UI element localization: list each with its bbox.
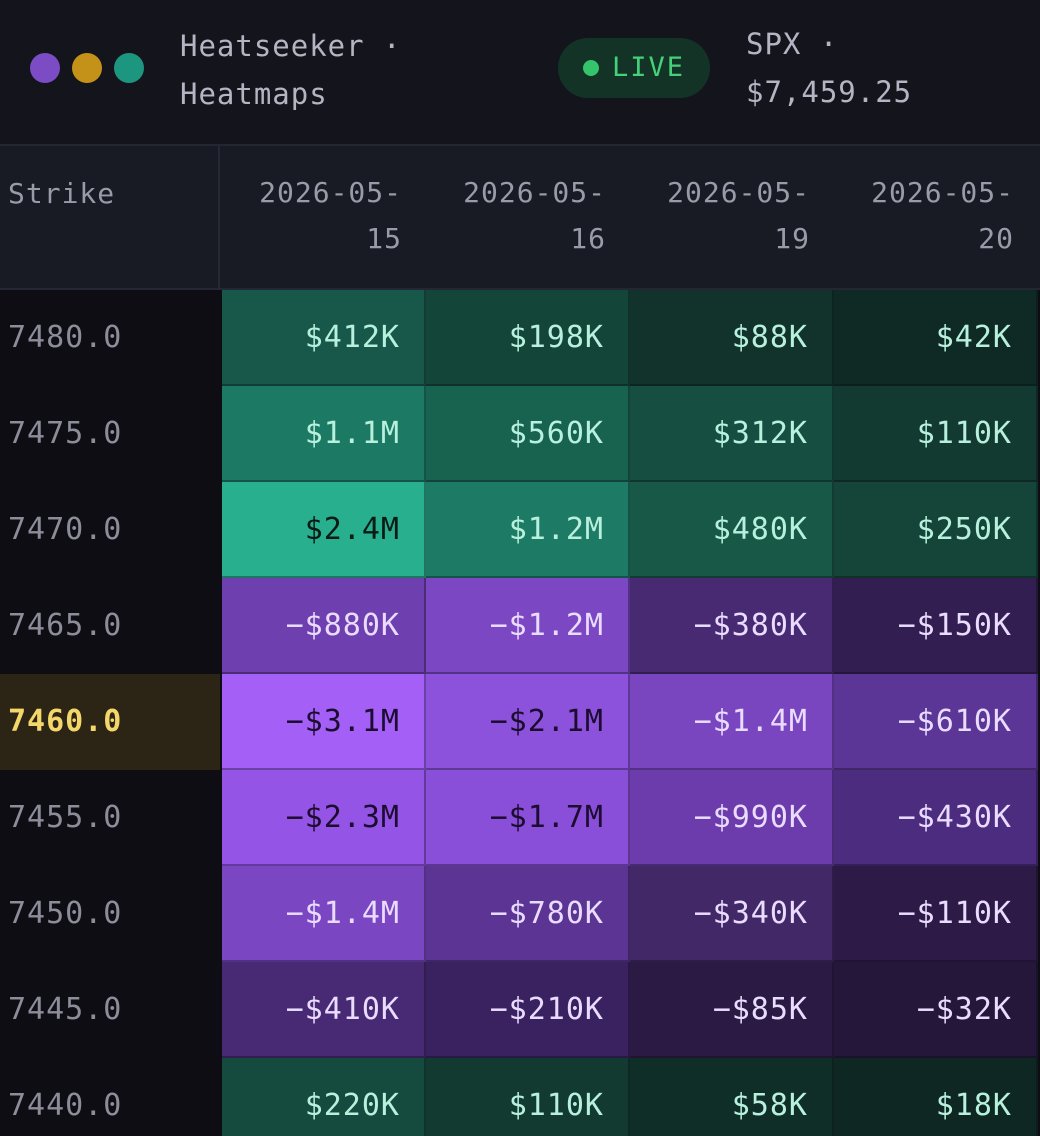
heatmap-cell[interactable]: $110K xyxy=(834,386,1038,482)
expiry-date-line1: 2026-05- xyxy=(259,176,402,209)
heatmap-cell[interactable]: −$150K xyxy=(834,578,1038,674)
table-column-header: Strike 2026-05- 15 2026-05- 16 2026-05- 19 202… xyxy=(0,146,1040,290)
expiry-column-header[interactable]: 2026-05- 20 xyxy=(834,170,1038,262)
heatmap-cell[interactable]: −$2.3M xyxy=(222,770,426,866)
table-row: 7450.0 −$1.4M −$780K −$340K −$110K xyxy=(0,866,1040,962)
strike-cell: 7465.0 xyxy=(0,578,220,674)
strike-cell: 7480.0 xyxy=(0,290,220,386)
heatmap-cell[interactable]: −$1.4M xyxy=(630,674,834,770)
heatmap-cell[interactable]: −$1.4M xyxy=(222,866,426,962)
expiry-date-line1: 2026-05- xyxy=(871,176,1014,209)
expiry-date-line2: 15 xyxy=(366,222,402,255)
heatmap-cell[interactable]: $412K xyxy=(222,290,426,386)
heatmap-cell[interactable]: $220K xyxy=(222,1058,426,1136)
strike-cell: 7445.0 xyxy=(0,962,220,1058)
table-row: 7460.0 −$3.1M −$2.1M −$1.4M −$610K xyxy=(0,674,1040,770)
heatmap-cell[interactable]: −$340K xyxy=(630,866,834,962)
strike-column-header[interactable]: Strike xyxy=(8,177,116,210)
table-row: 7465.0 −$880K −$1.2M −$380K −$150K xyxy=(0,578,1040,674)
expiry-date-line2: 19 xyxy=(774,222,810,255)
strike-cell: 7450.0 xyxy=(0,866,220,962)
app-title-line2: Heatmaps xyxy=(180,77,328,111)
strike-cell: 7475.0 xyxy=(0,386,220,482)
heatmap-cell[interactable]: $312K xyxy=(630,386,834,482)
expiry-column-header[interactable]: 2026-05- 16 xyxy=(426,170,630,262)
heatmap-cell[interactable]: −$990K xyxy=(630,770,834,866)
live-indicator-icon xyxy=(583,60,599,76)
heatmap-cell[interactable]: −$2.1M xyxy=(426,674,630,770)
expiry-date-line1: 2026-05- xyxy=(463,176,606,209)
app-title-line1: Heatseeker · xyxy=(180,29,402,63)
heatmap-cell[interactable]: $198K xyxy=(426,290,630,386)
heatmap-cell[interactable]: −$3.1M xyxy=(222,674,426,770)
expiry-date-line2: 16 xyxy=(570,222,606,255)
ticker-price-value: $7,459.25 xyxy=(746,75,913,109)
table-row: 7480.0 $412K $198K $88K $42K xyxy=(0,290,1040,386)
live-status-badge: LIVE xyxy=(558,38,710,98)
table-row: 7445.0 −$410K −$210K −$85K −$32K xyxy=(0,962,1040,1058)
expiry-date-line1: 2026-05- xyxy=(667,176,810,209)
heatmap-cell[interactable]: $480K xyxy=(630,482,834,578)
table-row: 7455.0 −$2.3M −$1.7M −$990K −$430K xyxy=(0,770,1040,866)
current-strike-cell: 7460.0 xyxy=(0,674,220,770)
table-row: 7440.0 $220K $110K $58K $18K xyxy=(0,1058,1040,1136)
heatmap-cell[interactable]: −$380K xyxy=(630,578,834,674)
heatmap-cell[interactable]: $110K xyxy=(426,1058,630,1136)
heatmap-cell[interactable]: −$110K xyxy=(834,866,1038,962)
heatmap-cell[interactable]: $18K xyxy=(834,1058,1038,1136)
table-row: 7470.0 $2.4M $1.2M $480K $250K xyxy=(0,482,1040,578)
heatmap-cell[interactable]: $1.2M xyxy=(426,482,630,578)
ticker-price: SPX · $7,459.25 xyxy=(746,20,912,116)
strike-cell: 7440.0 xyxy=(0,1058,220,1136)
heatmap-cell[interactable]: $58K xyxy=(630,1058,834,1136)
heatmap-cell[interactable]: −$210K xyxy=(426,962,630,1058)
heatmap-cell[interactable]: −$780K xyxy=(426,866,630,962)
heatmap-cell[interactable]: −$1.2M xyxy=(426,578,630,674)
heatmap-cell[interactable]: $42K xyxy=(834,290,1038,386)
app-title: Heatseeker · Heatmaps xyxy=(180,22,402,118)
heatmap-cell[interactable]: $1.1M xyxy=(222,386,426,482)
heatmap-cell[interactable]: $250K xyxy=(834,482,1038,578)
strike-cell: 7455.0 xyxy=(0,770,220,866)
heatmap-cell[interactable]: −$1.7M xyxy=(426,770,630,866)
teal-window-dot[interactable] xyxy=(114,53,144,83)
heatmap-cell[interactable]: −$410K xyxy=(222,962,426,1058)
table-row: 7475.0 $1.1M $560K $312K $110K xyxy=(0,386,1040,482)
heatmap-cell[interactable]: −$85K xyxy=(630,962,834,1058)
heatmap-cell[interactable]: −$880K xyxy=(222,578,426,674)
ticker-symbol: SPX · xyxy=(746,27,839,61)
purple-window-dot[interactable] xyxy=(30,53,60,83)
app-header: Heatseeker · Heatmaps LIVE SPX · $7,459.… xyxy=(0,0,1040,146)
heatmap-cell[interactable]: −$32K xyxy=(834,962,1038,1058)
live-status-label: LIVE xyxy=(612,52,686,83)
yellow-window-dot[interactable] xyxy=(72,53,102,83)
heatmap-cell[interactable]: −$430K xyxy=(834,770,1038,866)
expiry-date-line2: 20 xyxy=(978,222,1014,255)
expiry-column-header[interactable]: 2026-05- 19 xyxy=(630,170,834,262)
strike-cell: 7470.0 xyxy=(0,482,220,578)
heatmap-cell[interactable]: $88K xyxy=(630,290,834,386)
expiry-column-header[interactable]: 2026-05- 15 xyxy=(222,170,426,262)
column-divider xyxy=(218,146,220,290)
heatmap-cell[interactable]: $560K xyxy=(426,386,630,482)
heatmap-cell[interactable]: −$610K xyxy=(834,674,1038,770)
heatmap-cell[interactable]: $2.4M xyxy=(222,482,426,578)
